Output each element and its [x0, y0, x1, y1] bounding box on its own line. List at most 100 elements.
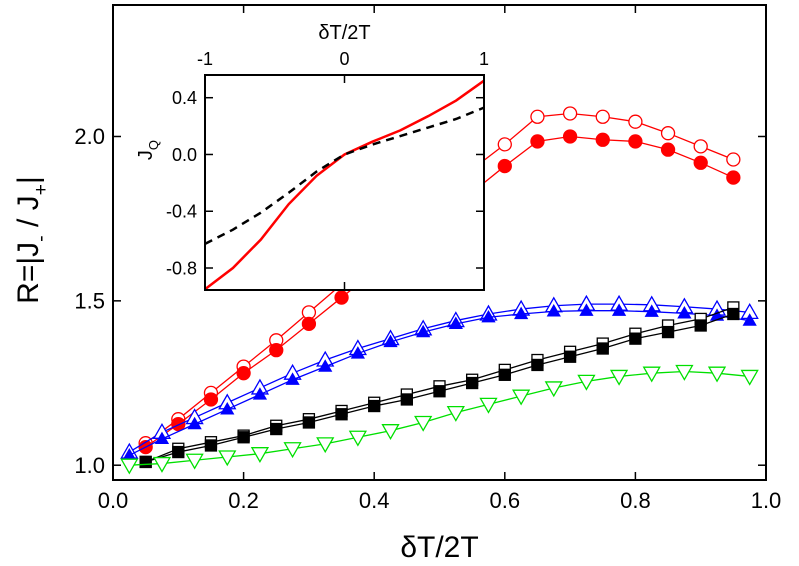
marker	[675, 364, 694, 381]
y-tick-label: 2.0	[74, 124, 105, 149]
marker	[302, 416, 316, 429]
marker	[611, 303, 627, 316]
marker	[285, 372, 300, 385]
marker	[740, 369, 759, 386]
y-axis-label-part: |	[12, 176, 45, 184]
marker	[250, 447, 270, 464]
marker	[595, 132, 610, 147]
marker	[204, 439, 218, 452]
marker	[577, 374, 596, 391]
marker	[334, 290, 349, 305]
marker	[348, 430, 367, 447]
marker	[220, 402, 235, 415]
marker	[152, 456, 172, 473]
marker	[660, 126, 676, 141]
marker	[139, 455, 152, 469]
plot-frame	[204, 74, 485, 291]
marker	[172, 445, 185, 459]
marker	[318, 359, 333, 372]
y-axis-label-subscript: -	[30, 235, 52, 242]
y-tick-label: 1.5	[74, 289, 105, 314]
marker	[283, 442, 302, 459]
marker	[154, 431, 170, 445]
marker	[497, 137, 512, 152]
marker	[479, 397, 498, 414]
marker	[187, 416, 202, 430]
x-axis-label: δT/2T	[400, 531, 478, 564]
marker	[381, 424, 400, 441]
y-axis-label: JQ	[135, 140, 161, 160]
marker	[562, 106, 578, 121]
marker	[562, 129, 578, 144]
marker	[661, 325, 675, 339]
y-tick-label: 0.4	[172, 88, 197, 108]
y-axis-label-subscript: +	[30, 184, 52, 195]
marker	[171, 416, 186, 432]
marker	[546, 304, 561, 317]
marker	[609, 369, 629, 386]
y-axis-label-part: J	[135, 150, 157, 160]
marker	[642, 366, 661, 383]
marker	[694, 319, 707, 332]
marker	[726, 152, 741, 167]
y-axis-label-subscript: Q	[146, 140, 161, 150]
x-axis-label: δT/2T	[318, 22, 370, 44]
marker	[400, 393, 414, 406]
marker	[350, 346, 365, 359]
x-tick-label: 0.4	[359, 488, 390, 513]
x-tick-label: 0	[339, 49, 349, 69]
marker	[236, 366, 251, 381]
marker	[514, 306, 529, 320]
series-line	[129, 310, 750, 456]
x-tick-label: 0.6	[490, 488, 521, 513]
marker	[237, 431, 250, 444]
marker	[742, 313, 757, 326]
marker	[269, 343, 284, 358]
marker	[544, 381, 563, 398]
marker	[203, 392, 219, 407]
y-axis-label-part: / J	[12, 195, 45, 235]
series-line	[128, 303, 750, 453]
marker	[433, 385, 446, 398]
y-tick-label: -0.8	[166, 258, 197, 278]
marker	[301, 316, 317, 332]
marker	[414, 415, 433, 432]
marker	[416, 324, 431, 338]
marker	[383, 334, 398, 348]
marker	[727, 307, 740, 321]
series-line	[204, 79, 485, 291]
marker	[579, 303, 594, 316]
marker	[218, 450, 237, 467]
y-tick-label: -0.4	[166, 202, 197, 222]
marker	[693, 155, 708, 170]
marker	[628, 134, 643, 149]
y-axis-label-part: R=|J	[12, 242, 45, 304]
x-tick-label: 0.8	[620, 488, 651, 513]
marker	[629, 332, 642, 345]
marker	[368, 399, 381, 413]
marker	[481, 309, 496, 323]
marker	[595, 109, 610, 124]
marker	[660, 142, 676, 157]
marker	[120, 458, 139, 475]
plot-frame	[112, 4, 767, 481]
marker	[530, 109, 545, 124]
x-tick-label: 0.0	[98, 488, 129, 513]
marker	[270, 422, 283, 436]
x-tick-label: -1	[197, 49, 213, 69]
y-tick-label: 0.0	[172, 145, 197, 165]
marker	[531, 358, 544, 372]
x-tick-label: 1	[479, 49, 489, 69]
marker	[628, 114, 643, 129]
marker	[498, 368, 511, 381]
marker	[335, 408, 348, 421]
marker	[644, 304, 659, 317]
marker	[707, 366, 727, 383]
marker	[448, 316, 463, 330]
y-tick-label: 1.0	[74, 453, 105, 478]
marker	[512, 389, 531, 406]
marker	[252, 387, 268, 400]
marker	[316, 437, 335, 454]
x-tick-label: 1.0	[751, 488, 782, 513]
